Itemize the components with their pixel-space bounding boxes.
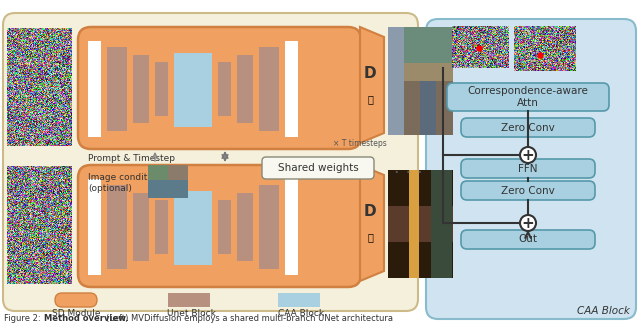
FancyBboxPatch shape	[78, 165, 361, 287]
Text: +: +	[522, 148, 534, 163]
Text: FFN: FFN	[518, 164, 538, 173]
Bar	[285, 179, 298, 275]
Circle shape	[520, 215, 536, 231]
Bar	[285, 41, 298, 137]
Text: Shared weights: Shared weights	[278, 163, 358, 173]
FancyBboxPatch shape	[3, 13, 418, 311]
Text: D: D	[364, 204, 376, 218]
Text: Method overview.: Method overview.	[44, 314, 129, 323]
Bar	[174, 191, 212, 265]
Bar	[259, 47, 279, 131]
Bar	[107, 185, 127, 269]
Text: Zero Conv: Zero Conv	[501, 185, 555, 196]
Bar	[168, 293, 210, 307]
Text: Zero Conv: Zero Conv	[501, 122, 555, 132]
Bar	[420, 81, 436, 135]
Bar	[155, 62, 168, 116]
Text: Image condition
(optional): Image condition (optional)	[88, 173, 161, 193]
Text: Out: Out	[518, 234, 538, 245]
Bar	[88, 41, 101, 137]
Text: Correspondence-aware
Attn: Correspondence-aware Attn	[468, 86, 588, 108]
Bar	[388, 170, 453, 278]
Bar	[174, 53, 212, 127]
FancyBboxPatch shape	[55, 293, 97, 307]
FancyBboxPatch shape	[461, 159, 595, 178]
Bar	[388, 206, 453, 242]
Text: . . .: . . .	[394, 159, 422, 177]
Text: SD Module: SD Module	[52, 309, 100, 318]
FancyBboxPatch shape	[262, 157, 374, 179]
Bar	[148, 165, 168, 180]
Text: 🔒: 🔒	[367, 94, 373, 104]
FancyBboxPatch shape	[461, 230, 595, 249]
Text: × T timesteps: × T timesteps	[333, 139, 387, 148]
Bar	[155, 200, 168, 254]
Text: Unet Block: Unet Block	[166, 309, 216, 318]
Bar	[88, 179, 101, 275]
Polygon shape	[360, 165, 384, 281]
Polygon shape	[360, 27, 384, 143]
Text: Figure 2:: Figure 2:	[4, 314, 44, 323]
Bar	[409, 170, 419, 278]
Text: 🔒: 🔒	[367, 232, 373, 242]
Text: (Left) MVDiffusion employs a shared multi-branch UNet architectura: (Left) MVDiffusion employs a shared mult…	[106, 314, 393, 323]
Text: D: D	[364, 66, 376, 80]
Text: +: +	[522, 215, 534, 230]
FancyBboxPatch shape	[461, 181, 595, 200]
Bar	[388, 27, 404, 135]
FancyBboxPatch shape	[461, 118, 595, 137]
FancyBboxPatch shape	[426, 19, 636, 319]
Text: Prompt & Timestep: Prompt & Timestep	[88, 154, 175, 163]
Bar	[133, 193, 149, 261]
Bar	[148, 180, 188, 198]
Text: CAA Block: CAA Block	[278, 309, 324, 318]
Bar	[133, 55, 149, 123]
FancyBboxPatch shape	[78, 27, 361, 149]
Bar	[237, 193, 253, 261]
Bar	[148, 165, 188, 198]
FancyBboxPatch shape	[447, 83, 609, 111]
Circle shape	[520, 147, 536, 163]
Bar	[431, 170, 452, 278]
Text: CAA Block: CAA Block	[577, 306, 630, 316]
Bar	[278, 293, 320, 307]
Bar	[218, 200, 231, 254]
Bar	[388, 27, 453, 135]
Bar	[237, 55, 253, 123]
Bar	[404, 27, 452, 63]
Bar	[107, 47, 127, 131]
Bar	[218, 62, 231, 116]
Bar	[259, 185, 279, 269]
Bar	[388, 27, 453, 81]
